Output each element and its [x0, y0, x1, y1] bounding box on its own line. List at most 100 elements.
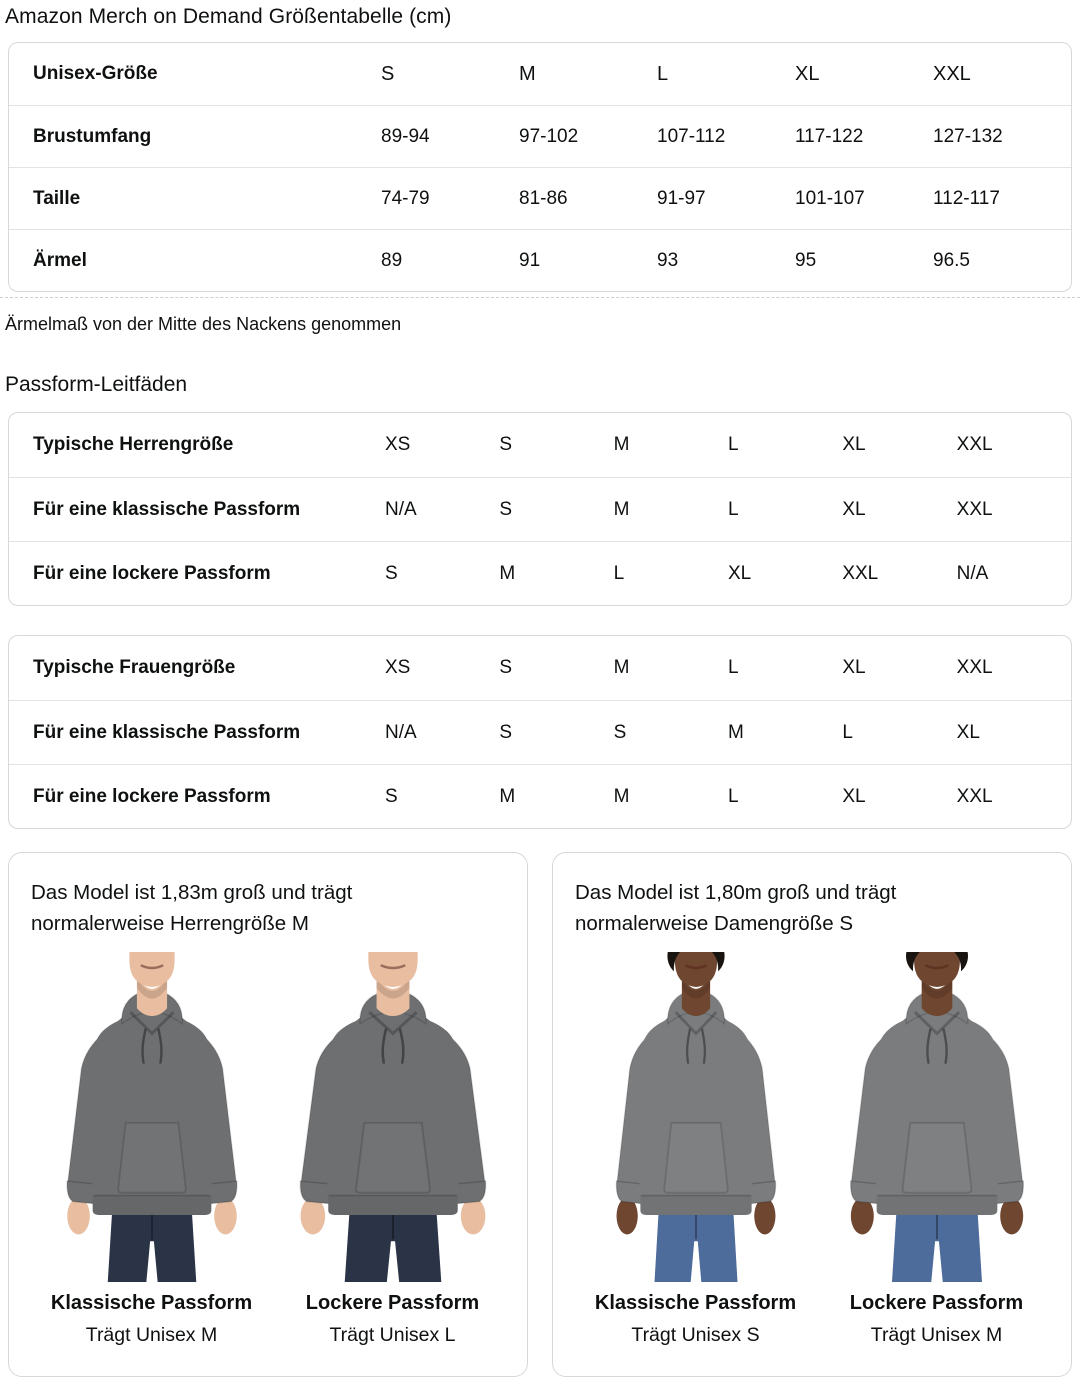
cell-value: XL: [842, 498, 866, 520]
mens-fit-table: Typische Herrengröße XS S M L XL XXL Für…: [8, 412, 1072, 606]
womens-fit-table: Typische Frauengröße XS S M L XL XXL Für…: [8, 635, 1072, 829]
fit-label: Klassische Passform: [594, 1291, 797, 1314]
cell-value: M: [613, 657, 630, 678]
size-table-header-label: Unisex-Größe: [33, 63, 158, 84]
size-label: Trägt Unisex L: [329, 1323, 456, 1346]
table-row-typical-womens: Typische Frauengröße XS S M L XL XXL: [9, 636, 1071, 700]
model-figures: Klassische Passform Trägt Unisex M Locke…: [31, 951, 513, 1347]
row-label: Für eine lockere Passform: [33, 785, 271, 807]
dashed-divider: [0, 297, 1080, 298]
figure-classic-fit: Klassische Passform Trägt Unisex M: [31, 951, 272, 1347]
size-table-header-row: Unisex-Größe S M L XL XXL: [9, 43, 1071, 105]
row-label: Brustumfang: [33, 125, 152, 147]
cell-value: M: [499, 562, 516, 584]
cell-value: 97-102: [519, 125, 579, 147]
cell-value: M: [728, 721, 744, 743]
cell-value: N/A: [385, 721, 417, 743]
cell-value: 112-117: [933, 187, 1000, 209]
cell-value: L: [728, 785, 739, 807]
cell-value: 91: [519, 249, 541, 271]
unisex-size-table: Unisex-Größe S M L XL XXL Brustumfang 89…: [8, 42, 1072, 292]
cell-value: L: [728, 657, 739, 678]
fit-label: Klassische Passform: [50, 1291, 253, 1314]
cell-value: XL: [728, 562, 752, 584]
cell-value: L: [728, 434, 739, 455]
size-col-header: S: [381, 62, 395, 85]
cell-value: L: [728, 498, 739, 520]
row-label: Typische Frauengröße: [33, 657, 236, 678]
table-row-classic-fit: Für eine klassische Passform N/A S S M L…: [9, 700, 1071, 764]
womens-model-card: Das Model ist 1,80m groß und trägt norma…: [552, 852, 1072, 1377]
cell-value: 81-86: [519, 187, 568, 209]
size-col-header: XL: [795, 62, 820, 85]
cell-value: 96.5: [933, 249, 970, 271]
row-label: Taille: [33, 187, 81, 209]
cell-value: XXL: [842, 562, 879, 584]
row-label: Ärmel: [33, 249, 87, 271]
size-label: Trägt Unisex S: [631, 1323, 760, 1346]
cell-value: L: [842, 721, 853, 743]
model-description: Das Model ist 1,80m groß und trägt norma…: [575, 881, 897, 935]
cell-value: XL: [842, 657, 866, 678]
cell-value: S: [499, 434, 513, 455]
fit-label: Lockere Passform: [849, 1291, 1024, 1314]
table-row-waist: Taille 74-79 81-86 91-97 101-107 112-117: [9, 167, 1071, 229]
cell-value: XL: [842, 785, 866, 807]
page-title: Amazon Merch on Demand Größentabelle (cm…: [5, 5, 452, 28]
cell-value: M: [613, 498, 630, 520]
cell-value: M: [613, 785, 630, 807]
table-row-typical-mens: Typische Herrengröße XS S M L XL XXL: [9, 413, 1071, 477]
sleeve-measure-note: Ärmelmaß von der Mitte des Nackens genom…: [5, 314, 402, 334]
cell-value: XXL: [956, 785, 993, 807]
table-row-loose-fit: Für eine lockere Passform S M L XL XXL N…: [9, 541, 1071, 605]
cell-value: S: [499, 721, 513, 743]
size-label: Trägt Unisex M: [870, 1323, 1003, 1346]
cell-value: N/A: [956, 562, 989, 584]
cell-value: 74-79: [381, 187, 430, 209]
cell-value: M: [499, 785, 516, 807]
cell-value: 91-97: [657, 187, 706, 209]
table-row-loose-fit: Für eine lockere Passform S M M L XL XXL: [9, 764, 1071, 828]
cell-value: 93: [657, 249, 679, 271]
male-model-loose-photo: [298, 951, 487, 1282]
cell-value: XXL: [956, 434, 993, 455]
cell-value: 101-107: [795, 187, 865, 209]
size-label: Trägt Unisex M: [85, 1323, 218, 1346]
row-label: Für eine klassische Passform: [33, 498, 301, 520]
cell-value: XS: [385, 657, 411, 678]
table-row-classic-fit: Für eine klassische Passform N/A S M L X…: [9, 477, 1071, 541]
fit-guides-heading: Passform-Leitfäden: [5, 373, 188, 396]
cell-value: N/A: [385, 498, 417, 520]
cell-value: S: [499, 657, 513, 678]
cell-value: XL: [842, 434, 866, 455]
female-model-loose-photo: [848, 951, 1025, 1282]
cell-value: S: [499, 498, 513, 520]
table-row-chest: Brustumfang 89-94 97-102 107-112 117-122…: [9, 105, 1071, 167]
model-cards: Das Model ist 1,83m groß und trägt norma…: [8, 852, 1072, 1377]
row-label: Für eine klassische Passform: [33, 721, 301, 743]
cell-value: XL: [956, 721, 980, 743]
male-model-classic-photo: [65, 951, 238, 1282]
cell-value: S: [385, 785, 398, 807]
figure-classic-fit: Klassische Passform Trägt Unisex S: [575, 951, 816, 1347]
model-figures: Klassische Passform Trägt Unisex S Locke…: [575, 951, 1057, 1347]
fit-label: Lockere Passform: [305, 1291, 480, 1314]
mens-model-card: Das Model ist 1,83m groß und trägt norma…: [8, 852, 528, 1377]
cell-value: S: [385, 562, 398, 584]
cell-value: 107-112: [657, 125, 726, 147]
model-description: Das Model ist 1,83m groß und trägt norma…: [31, 881, 353, 935]
figure-loose-fit: Lockere Passform Trägt Unisex M: [816, 951, 1057, 1347]
cell-value: 127-132: [933, 125, 1003, 147]
row-label: Für eine lockere Passform: [33, 562, 271, 584]
size-col-header: L: [657, 62, 669, 85]
cell-value: 95: [795, 249, 817, 271]
cell-value: L: [613, 562, 625, 584]
female-model-classic-photo: [614, 951, 777, 1282]
size-col-header: M: [519, 62, 536, 85]
cell-value: M: [613, 434, 630, 455]
cell-value: 117-122: [795, 125, 864, 147]
cell-value: S: [613, 721, 627, 743]
cell-value: XS: [385, 434, 411, 455]
figure-loose-fit: Lockere Passform Trägt Unisex L: [272, 951, 513, 1347]
